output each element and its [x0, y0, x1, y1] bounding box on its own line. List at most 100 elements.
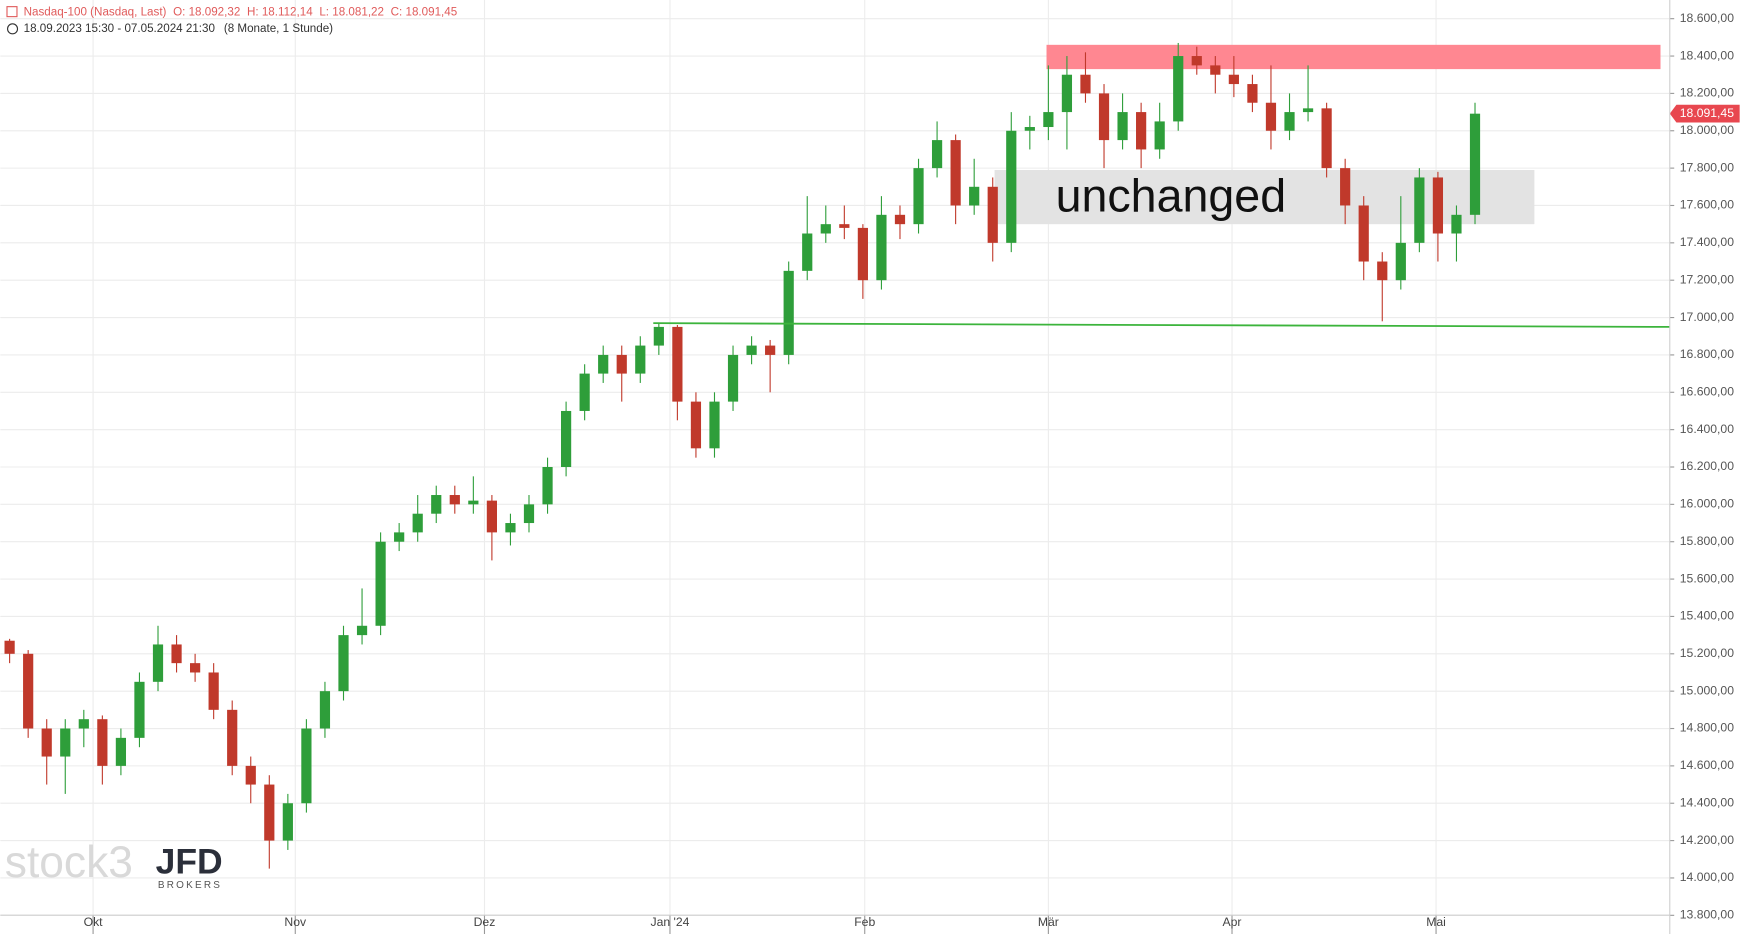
- zones: [994, 44, 1661, 225]
- candle-body: [1154, 121, 1165, 150]
- candle-body: [1024, 127, 1035, 131]
- chart-title: Nasdaq-100 (Nasdaq, Last): [24, 5, 167, 18]
- y-tick-label: 17.800,00: [1680, 160, 1734, 174]
- period-note: (8 Monate, 1 Stunde): [224, 22, 333, 35]
- candle-body: [227, 709, 238, 766]
- watermark: stock3: [5, 838, 133, 887]
- candle-body: [1043, 112, 1054, 128]
- broker-logo: JFD: [156, 841, 223, 881]
- candle-body: [1117, 112, 1128, 141]
- candle-body: [431, 495, 442, 514]
- resistance-zone: [1046, 44, 1661, 70]
- y-tick-label: 14.000,00: [1680, 870, 1734, 884]
- candle-body: [987, 186, 998, 243]
- y-tick-label: 18.000,00: [1680, 123, 1734, 137]
- annotation-box: [994, 169, 1535, 225]
- candle-body: [1210, 65, 1221, 75]
- x-tick-label: Nov: [284, 915, 307, 929]
- candle-body: [1136, 112, 1147, 150]
- candle-body: [4, 640, 15, 654]
- candle-body: [356, 625, 368, 636]
- candle-body: [709, 401, 720, 449]
- candle-body: [1395, 242, 1406, 281]
- candle-body: [1302, 108, 1314, 113]
- candle-body: [1414, 177, 1425, 243]
- broker-sub: BROKERS: [158, 880, 222, 891]
- candle-body: [1377, 261, 1388, 281]
- candle-body: [208, 672, 219, 710]
- candle-body: [319, 691, 331, 729]
- last-price-label: 18.091,45: [1680, 106, 1734, 120]
- candle-body: [264, 784, 275, 841]
- candle-body: [60, 728, 71, 757]
- candle-body: [171, 644, 182, 664]
- candle-body: [412, 513, 423, 533]
- x-tick-label: Okt: [84, 915, 104, 929]
- candle-body: [894, 214, 906, 225]
- candle-body: [23, 653, 34, 729]
- ohlc-value: L: 18.081,22: [319, 5, 384, 18]
- candle-body: [616, 354, 627, 374]
- y-tick-label: 16.400,00: [1680, 422, 1734, 436]
- candle-body: [134, 681, 145, 738]
- y-tick-label: 15.200,00: [1680, 646, 1734, 660]
- candle-body: [857, 227, 868, 281]
- x-tick-label: Mär: [1038, 915, 1059, 929]
- y-tick-label: 16.200,00: [1680, 459, 1734, 473]
- candle-body: [1191, 56, 1202, 66]
- candle-body: [1358, 205, 1369, 262]
- x-tick-label: Jan '24: [651, 915, 690, 929]
- candle-body: [1469, 113, 1481, 215]
- candle-body: [375, 541, 386, 626]
- y-tick-label: 15.000,00: [1680, 683, 1734, 697]
- y-tick-label: 14.600,00: [1680, 758, 1734, 772]
- y-tick-label: 14.800,00: [1680, 721, 1734, 735]
- candle-body: [1432, 177, 1444, 234]
- candle-body: [1098, 93, 1110, 141]
- ohlc-value: H: 18.112,14: [247, 5, 313, 18]
- candle-body: [282, 803, 293, 841]
- candle-body: [97, 719, 108, 766]
- annotation-text: unchanged: [1056, 170, 1287, 222]
- x-tick-label: Apr: [1223, 915, 1242, 929]
- candle-body: [579, 373, 590, 411]
- candle-body: [727, 354, 739, 402]
- candle-body: [301, 728, 312, 804]
- y-tick-label: 15.800,00: [1680, 534, 1734, 548]
- candle-body: [1080, 74, 1091, 94]
- candle-body: [1284, 112, 1295, 131]
- y-tick-label: 17.000,00: [1680, 310, 1734, 324]
- candle-body: [41, 728, 52, 757]
- y-tick-label: 18.600,00: [1680, 11, 1734, 25]
- candle-body: [950, 140, 961, 206]
- header: Nasdaq-100 (Nasdaq, Last) 18.09.2023 15:…: [6, 5, 333, 35]
- candle-body: [690, 401, 702, 449]
- candle-body: [839, 224, 850, 228]
- y-tick-label: 17.200,00: [1680, 272, 1734, 286]
- candle-body: [1228, 74, 1239, 85]
- candle-body: [78, 719, 89, 729]
- candle-body: [245, 765, 256, 785]
- y-tick-label: 15.400,00: [1680, 609, 1734, 623]
- candle-body: [746, 345, 757, 355]
- x-tick-label: Feb: [854, 915, 875, 929]
- candle-body: [931, 140, 943, 169]
- candle-body: [765, 345, 776, 355]
- candle-body: [672, 326, 683, 402]
- overlays: unchanged 18.091,45: [653, 104, 1740, 328]
- ohlc-value: C: 18.091,45: [391, 5, 458, 18]
- y-tick-label: 13.800,00: [1680, 908, 1734, 922]
- subtitle: 18.09.2023 15:30 - 07.05.2024 21:30: [24, 22, 216, 35]
- support-line: [653, 322, 1670, 328]
- candle-body: [802, 233, 813, 271]
- candle-body: [820, 224, 831, 234]
- x-tick-label: Mai: [1426, 915, 1446, 929]
- candle-body: [1321, 108, 1332, 169]
- y-tick-label: 15.600,00: [1680, 571, 1734, 585]
- candle-body: [115, 737, 127, 766]
- y-tick-label: 18.400,00: [1680, 48, 1734, 62]
- clock-icon: [6, 23, 19, 35]
- candle-body: [783, 270, 794, 355]
